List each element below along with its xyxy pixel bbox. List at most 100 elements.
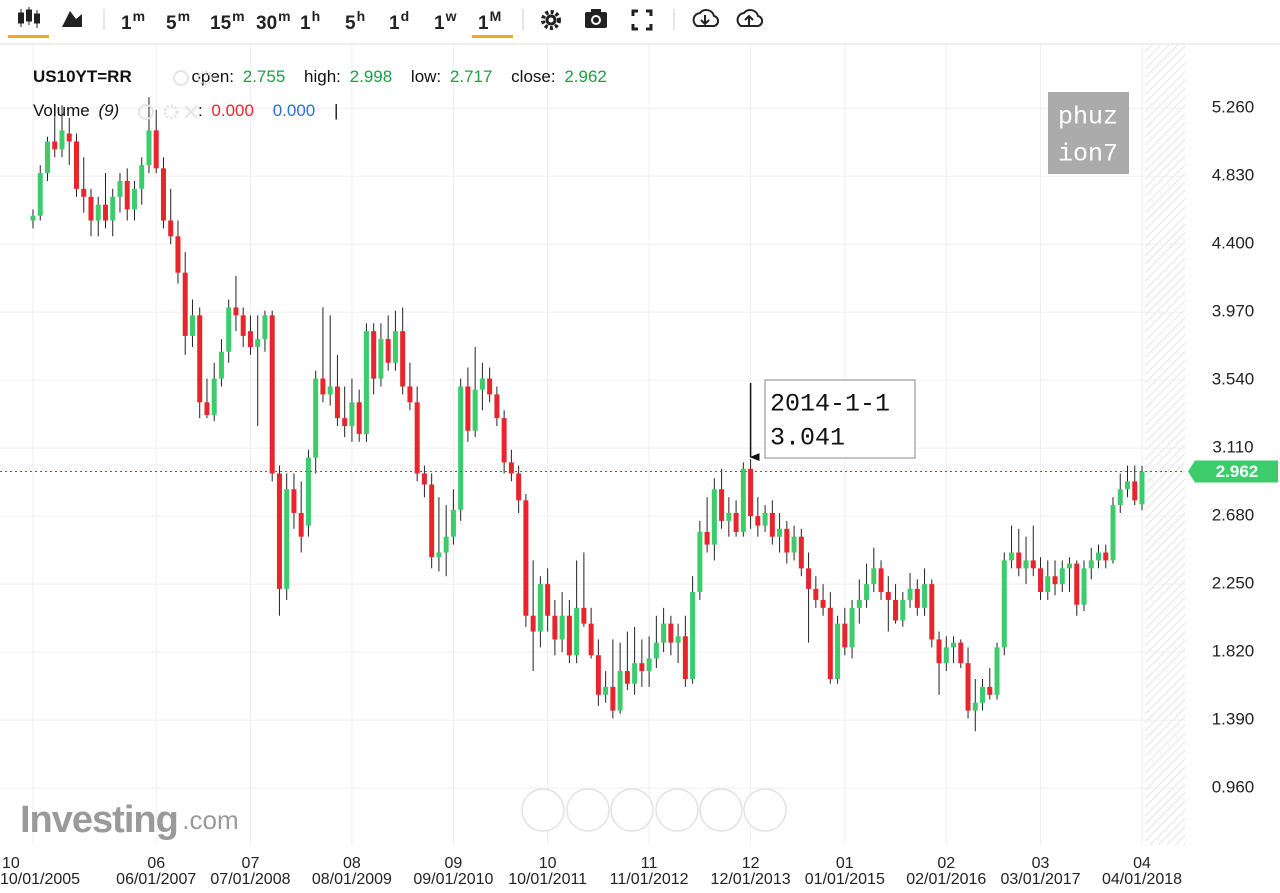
download-icon[interactable] [692,9,720,28]
candle-body [516,473,522,501]
candle-body [363,331,369,434]
candle-body [59,130,65,150]
area-icon[interactable] [62,11,82,27]
low-label: low: [411,67,441,86]
y-tick-label: 4.830 [1212,166,1255,185]
watermark-box [1048,92,1129,174]
interval-unit: h [357,8,366,24]
candle-body [588,623,594,656]
candle-body [980,686,986,703]
scroll-right[interactable] [743,788,787,832]
candle-body [88,196,94,221]
y-tick-label: 2.680 [1212,506,1255,525]
candle-body [574,607,580,656]
x-tick-label: 03 [1032,855,1050,872]
zoom-right[interactable] [699,788,743,832]
candle-body [407,386,413,403]
interval-number: 5 [166,13,177,34]
candle-body [291,489,297,513]
interval-button[interactable]: 1d [389,8,409,34]
candle-body [443,536,449,553]
candle-body [893,599,899,621]
watermark-text: phuz [1058,103,1118,132]
candle-body [994,647,1000,695]
y-tick-label: 3.110 [1212,438,1253,457]
interval-button[interactable]: 30m [256,8,291,34]
x-date-label: 06/01/2007 [116,871,196,888]
interval-number: 1 [300,13,311,34]
candle-body [487,378,493,395]
interval-button[interactable]: 1h [300,8,320,34]
interval-button[interactable]: 1m [121,8,145,34]
interval-button[interactable]: 1M [478,8,501,34]
logo: Investing .com [20,799,239,841]
candle-body [1016,552,1022,569]
y-tick-label: 2.250 [1212,574,1255,593]
interval-unit: m [133,8,145,24]
candle-body [552,615,558,640]
candle-body [139,165,145,189]
candle-body [436,552,442,558]
interval-button[interactable]: 5m [166,8,190,34]
candle-body [81,188,87,197]
candle-body [610,686,616,711]
upload-icon[interactable] [736,9,764,28]
interval-number: 1 [478,13,489,34]
scroll-left[interactable] [521,788,565,832]
candle-body [501,418,507,463]
zoom-in[interactable] [566,788,610,832]
open-value: 2.755 [243,67,286,86]
candle-body [943,647,949,664]
candle-body [450,509,456,537]
candle-body [356,402,362,434]
annotation-value: 3.041 [770,424,845,453]
candle-body [1074,563,1080,605]
candle-body [733,512,739,532]
candle-body [146,130,152,166]
candle-body [791,536,797,553]
settings-icon[interactable] [541,10,561,30]
active-underline [472,35,513,38]
interval-button[interactable]: 1w [434,8,457,34]
interval-button[interactable]: 5h [345,8,365,34]
candle-body [458,386,464,510]
x-tick-label: 07 [242,855,260,872]
x-tick-label: 09 [445,855,463,872]
candle-body [1067,563,1073,569]
candle-body [704,531,710,545]
candle-body [965,663,971,711]
candle-body [929,584,935,640]
candle-body [537,584,543,632]
candle-body [603,686,609,695]
zoom-left[interactable] [655,788,699,832]
candle-body [690,592,696,679]
candle-body [508,462,514,474]
interval-number: 1 [434,13,445,34]
candle-body [334,386,340,419]
active-underline [8,35,49,38]
candle-body [987,686,993,695]
x-date-label: 09/01/2010 [413,871,493,888]
candle-body [682,636,688,679]
low-value: 2.717 [450,67,493,86]
candle-body [189,315,195,336]
candle-body [421,473,427,485]
candle-icon[interactable] [18,7,40,28]
candles [30,97,1145,732]
interval-button[interactable]: 15m [210,8,245,34]
high-label: high: [304,67,341,86]
candle-body [827,607,833,679]
high-value: 2.998 [350,67,393,86]
candle-body [762,512,768,526]
candle-body [1139,471,1145,505]
camera-icon[interactable] [585,9,607,28]
candle-body [1023,560,1029,569]
candle-body [211,378,217,415]
candle-body [385,339,391,363]
candle-body [400,331,406,387]
y-tick-label: 4.400 [1212,234,1255,253]
zoom-out[interactable] [610,788,654,832]
candle-body [73,141,79,189]
fullscreen-icon[interactable] [631,9,653,31]
